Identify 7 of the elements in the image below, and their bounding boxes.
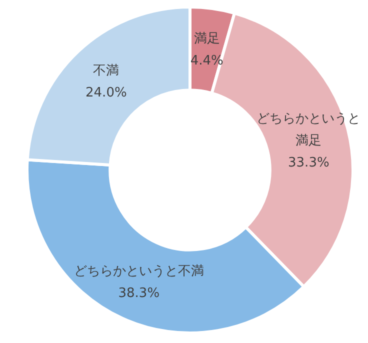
slice-label: どちらかというと満足 <box>256 111 361 148</box>
slice-label: どちらかというと不満 <box>74 264 204 279</box>
data-label: 24.0% <box>86 85 127 100</box>
slice-label: 満足 <box>194 31 220 46</box>
data-label: 38.3% <box>118 286 160 301</box>
slice-label: 不満 <box>93 63 120 78</box>
data-label: 33.3% <box>288 155 330 170</box>
